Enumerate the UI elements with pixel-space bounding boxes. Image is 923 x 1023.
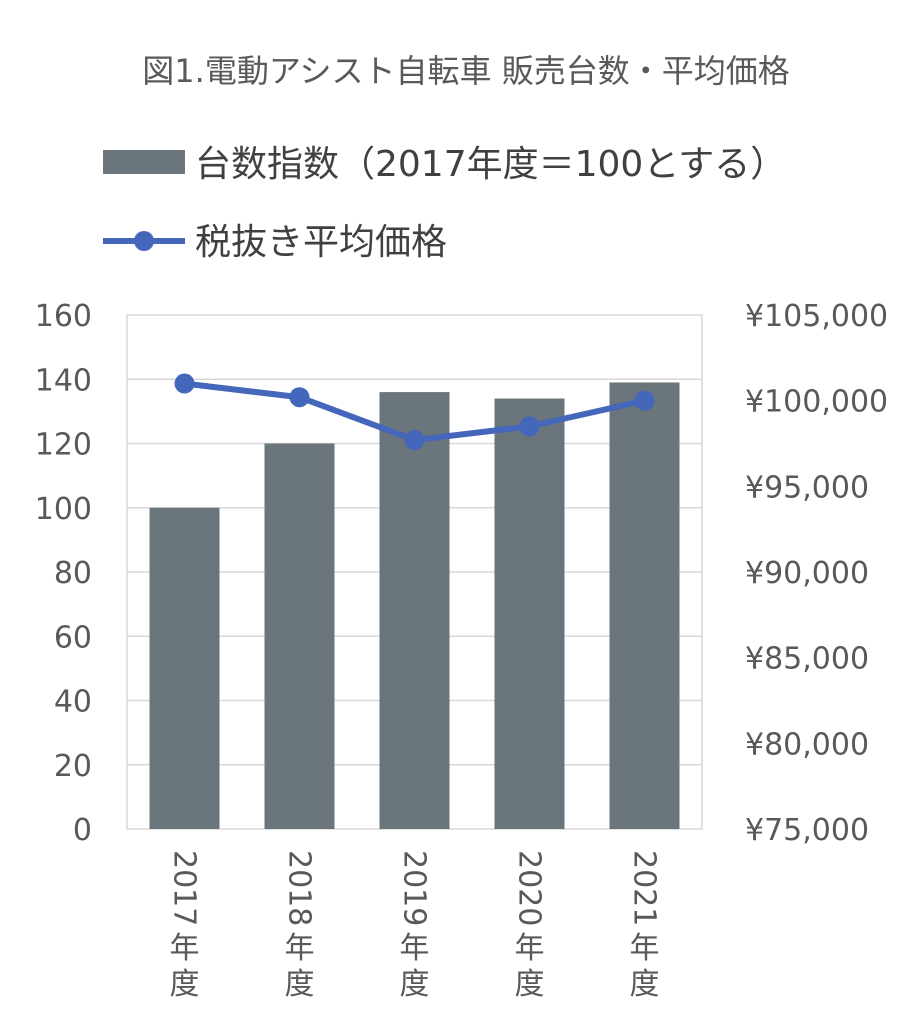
left-tick-label: 40	[54, 685, 92, 720]
left-tick-label: 0	[73, 813, 92, 848]
line-point	[404, 430, 425, 451]
line-point	[174, 373, 195, 394]
category-label: 2019 年度	[397, 850, 432, 1002]
category-label: 2017 年度	[167, 850, 202, 1002]
category-label-year: 2021	[627, 850, 662, 926]
left-tick-label: 80	[54, 556, 92, 591]
right-tick-label: ¥75,000	[745, 813, 869, 848]
plot-area	[126, 314, 703, 830]
category-label-char: 年	[170, 931, 200, 966]
legend: 台数指数（2017年度＝100とする） 税抜き平均価格	[103, 144, 786, 263]
category-label-char: 年	[515, 931, 545, 966]
right-tick-label: ¥105,000	[745, 299, 888, 334]
line-point	[634, 390, 655, 411]
right-tick-label: ¥95,000	[745, 470, 869, 505]
legend-label-bar: 台数指数（2017年度＝100とする）	[195, 144, 786, 185]
bar	[494, 398, 565, 829]
bar-series	[149, 382, 680, 829]
category-label-char: 年	[285, 931, 315, 966]
left-tick-label: 120	[35, 428, 92, 463]
category-label-char: 度	[630, 967, 660, 1002]
category-label: 2021 年度	[627, 850, 662, 1002]
line-point	[519, 416, 540, 437]
category-label-char: 度	[170, 967, 200, 1002]
category-label-year: 2017	[167, 850, 202, 926]
right-tick-label: ¥80,000	[745, 727, 869, 762]
gridlines	[127, 378, 702, 766]
chart-title: 図1.電動アシスト自転車 販売台数・平均価格	[142, 52, 789, 90]
legend-item-line: 税抜き平均価格	[103, 222, 447, 263]
bar	[609, 382, 680, 829]
category-label-char: 年	[400, 931, 430, 966]
legend-swatch-marker	[134, 231, 154, 251]
line-series	[174, 373, 655, 451]
category-label-year: 2018	[282, 850, 317, 926]
left-tick-label: 140	[35, 363, 92, 398]
left-tick-label: 20	[54, 749, 92, 784]
legend-item-bar: 台数指数（2017年度＝100とする）	[103, 144, 786, 185]
legend-swatch-bar	[103, 150, 185, 174]
bar	[264, 443, 335, 829]
left-tick-label: 60	[54, 620, 92, 655]
right-tick-label: ¥100,000	[745, 385, 888, 420]
right-axis: ¥75,000 ¥80,000 ¥85,000 ¥90,000 ¥95,000 ¥100,…	[745, 299, 888, 848]
right-tick-label: ¥90,000	[745, 556, 869, 591]
bar	[379, 392, 450, 829]
left-axis: 0 20 40 60 80 100 120 140 160	[35, 299, 92, 848]
category-label: 2018 年度	[282, 850, 317, 1002]
category-label: 2020 年度	[512, 850, 547, 1002]
bar	[149, 507, 220, 829]
legend-label-line: 税抜き平均価格	[195, 222, 447, 263]
category-label-char: 度	[515, 967, 545, 1002]
category-label-char: 年	[630, 931, 660, 966]
category-label-year: 2019	[397, 850, 432, 926]
right-tick-label: ¥85,000	[745, 642, 869, 677]
left-tick-label: 160	[35, 299, 92, 334]
category-label-year: 2020	[512, 850, 547, 926]
category-label-char: 度	[400, 967, 430, 1002]
line-point	[289, 387, 310, 408]
category-label-char: 度	[285, 967, 315, 1002]
left-tick-label: 100	[35, 492, 92, 527]
